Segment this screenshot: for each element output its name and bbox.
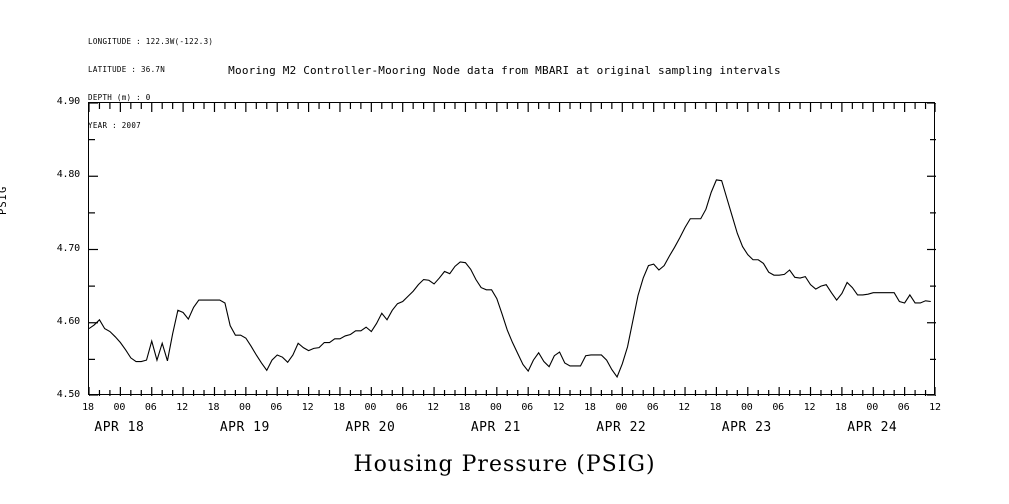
x-tick-hour-label: 06 (395, 402, 408, 413)
figure-caption: Housing Pressure (PSIG) (353, 452, 656, 477)
x-tick-hour-label: 12 (176, 402, 188, 413)
x-tick-hour-label: 00 (740, 402, 753, 413)
x-tick-hour-label: 00 (239, 402, 251, 413)
x-tick-hour-label: 06 (772, 402, 784, 413)
x-tick-hour-label: 06 (144, 402, 157, 413)
x-tick-hour-label: 12 (427, 402, 439, 413)
x-tick-hour-label: 18 (207, 402, 220, 413)
metadata-year: YEAR : 2007 (88, 121, 141, 131)
x-tick-hour-label: 12 (929, 402, 941, 413)
x-tick-hour-label: 12 (803, 402, 816, 413)
y-tick-label: 4.70 (56, 242, 80, 254)
metadata-longitude: LONGITUDE : 122.3W(-122.3) (88, 36, 214, 46)
axis-tick-marks (89, 103, 936, 396)
chart-title: Mooring M2 Controller-Mooring Node data … (228, 64, 781, 77)
x-axis-day-label: APR 19 (219, 420, 270, 435)
x-axis-day-label: APR 18 (94, 420, 145, 435)
metadata-block: LONGITUDE : 122.3W(-122.3) LATITUDE : 36… (88, 18, 213, 140)
x-axis-day-label: APR 20 (345, 420, 396, 435)
x-tick-hour-label: 18 (709, 402, 722, 413)
pressure-series-line (89, 179, 931, 379)
x-tick-hour-label: 18 (458, 402, 471, 413)
x-tick-hour-label: 18 (835, 402, 847, 413)
x-tick-hour-label: 12 (678, 402, 690, 413)
x-tick-hour-label: 06 (897, 402, 910, 413)
x-axis-day-label: APR 23 (721, 420, 772, 435)
x-tick-hour-label: 00 (866, 402, 879, 413)
x-tick-hour-label: 18 (82, 402, 94, 413)
metadata-latitude: LATITUDE : 36.7N (88, 65, 166, 75)
x-tick-hour-label: 12 (552, 402, 565, 413)
y-tick-label: 4.50 (56, 389, 80, 400)
chart-canvas (89, 103, 936, 396)
y-tick-label: 4.80 (56, 169, 80, 181)
y-tick-label: 4.90 (56, 96, 80, 107)
x-tick-hour-label: 18 (333, 402, 345, 413)
x-tick-hour-label: 00 (364, 402, 377, 413)
x-tick-hour-label: 06 (646, 402, 659, 413)
metadata-depth: DEPTH (m) : 0 (88, 93, 151, 103)
x-tick-hour-label: 18 (584, 402, 596, 413)
y-tick-label: 4.60 (56, 315, 80, 327)
x-tick-hour-label: 12 (301, 402, 314, 413)
x-tick-hour-label: 06 (521, 402, 533, 413)
y-axis-label: PSIG (0, 185, 9, 215)
x-tick-hour-label: 06 (270, 402, 283, 413)
x-tick-hour-label: 00 (489, 402, 502, 413)
x-axis-day-label: APR 22 (596, 420, 647, 435)
x-axis-day-label: APR 21 (470, 420, 521, 435)
x-tick-hour-label: 00 (615, 402, 628, 413)
x-axis-day-label: APR 24 (847, 420, 898, 435)
plot-area (88, 102, 936, 396)
x-tick-hour-label: 00 (113, 402, 126, 413)
